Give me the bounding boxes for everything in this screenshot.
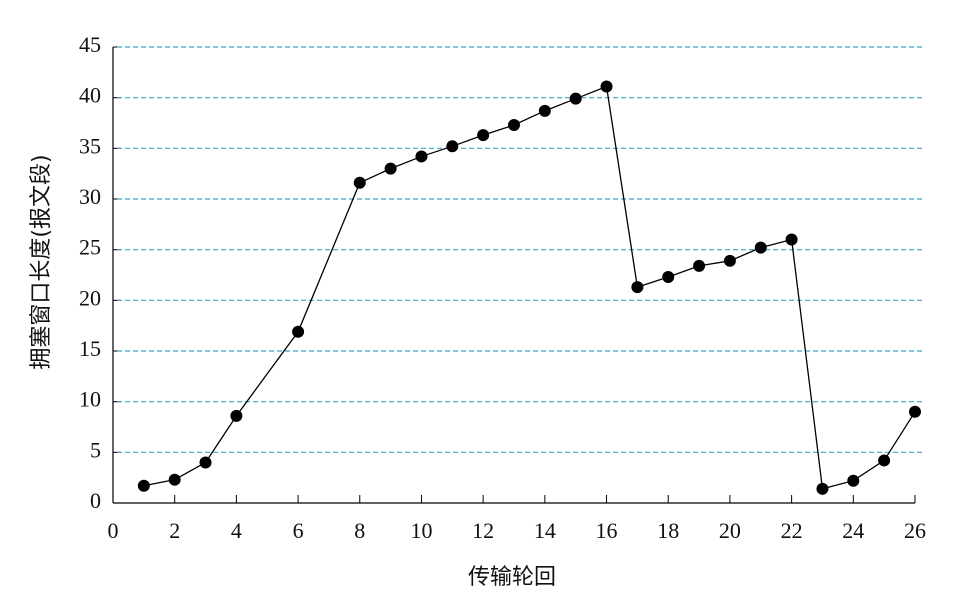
point — [569, 92, 582, 105]
x-tick-label: 8 — [354, 518, 365, 543]
point — [137, 479, 150, 492]
point — [446, 140, 459, 153]
y-tick-label: 25 — [79, 235, 101, 260]
point — [909, 405, 921, 418]
x-tick-label: 24 — [842, 518, 864, 543]
y-tick-label: 5 — [90, 437, 101, 462]
point — [292, 325, 305, 338]
y-tick-label: 0 — [90, 488, 101, 513]
point — [631, 281, 644, 294]
point — [847, 474, 860, 487]
x-tick-label: 20 — [719, 518, 741, 543]
point — [415, 150, 428, 163]
x-axis-label: 传输轮回 — [468, 565, 556, 590]
x-tick-label: 12 — [472, 518, 494, 543]
x-tick-label: 16 — [596, 518, 618, 543]
y-axis-label: 拥塞窗口长度(报文段) — [29, 154, 54, 369]
point — [168, 473, 181, 486]
x-tick-label: 10 — [410, 518, 432, 543]
point — [230, 409, 243, 422]
x-tick-label: 4 — [231, 518, 242, 543]
y-tick-label: 45 — [79, 32, 101, 57]
point — [662, 271, 675, 284]
x-tick-label: 0 — [108, 518, 119, 543]
y-tick-label: 35 — [79, 133, 101, 158]
x-tick-label: 18 — [657, 518, 679, 543]
point — [508, 119, 520, 132]
x-tick-label: 6 — [293, 518, 304, 543]
x-tick-label: 26 — [904, 518, 926, 543]
point — [723, 254, 736, 267]
point — [600, 80, 613, 93]
x-tick-label: 14 — [534, 518, 556, 543]
point — [199, 456, 212, 469]
y-tick-label: 40 — [79, 83, 101, 108]
point — [353, 176, 366, 189]
point — [538, 104, 551, 117]
point — [384, 162, 397, 175]
y-tick-label: 10 — [79, 387, 101, 412]
point — [477, 129, 490, 142]
y-tick-label: 20 — [79, 285, 101, 310]
point — [754, 241, 767, 254]
line — [143, 85, 916, 490]
point — [693, 259, 706, 272]
x-tick-label: 2 — [169, 518, 180, 543]
y-tick-label: 15 — [79, 336, 101, 361]
point — [878, 454, 891, 467]
point — [816, 482, 829, 495]
point — [785, 233, 798, 246]
x-tick-label: 22 — [781, 518, 803, 543]
y-tick-label: 30 — [79, 184, 101, 209]
